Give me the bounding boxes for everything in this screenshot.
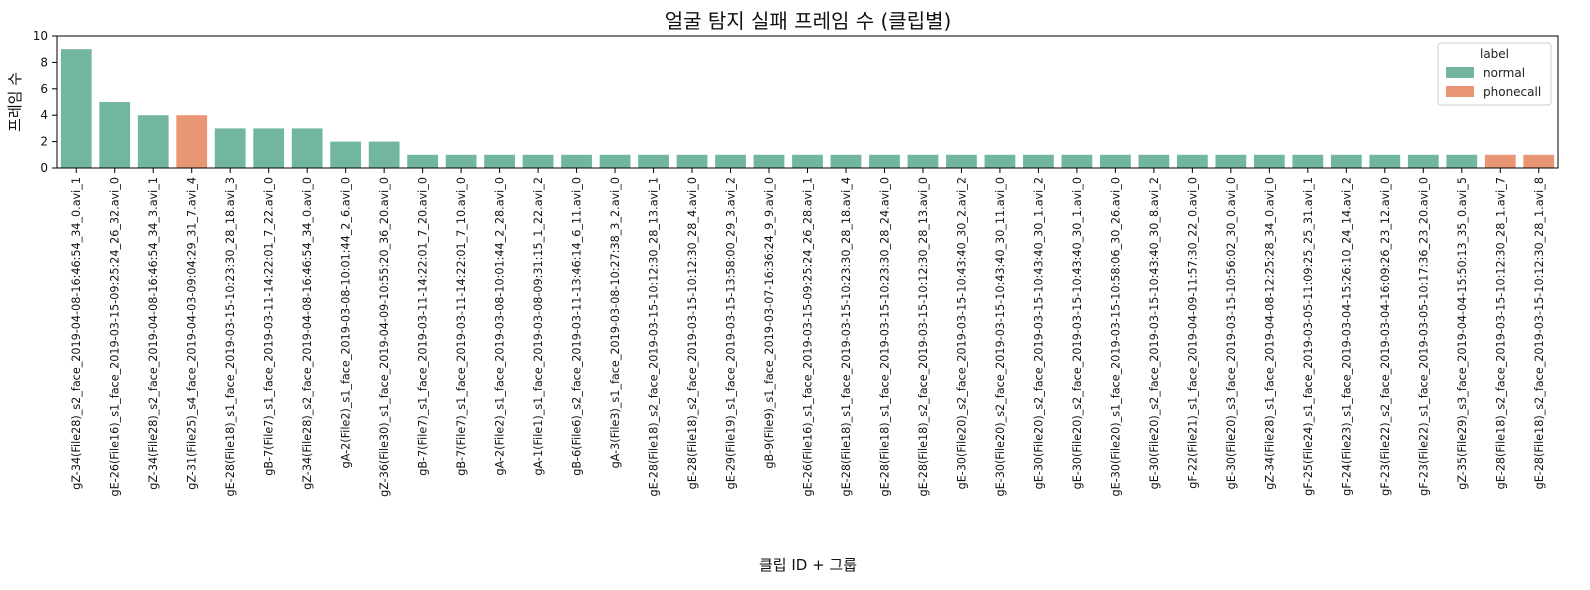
bar (753, 154, 785, 168)
x-tick-label: gZ-36(File30)_s1_face_2019-04-09-10:55:2… (378, 177, 391, 497)
bar (368, 141, 400, 168)
bar (445, 154, 477, 168)
bar (253, 128, 285, 168)
bar (330, 141, 362, 168)
x-tick-label: gE-30(File20)_s2_face_2019-03-15-10:43:4… (1071, 177, 1084, 489)
bar (1330, 154, 1362, 168)
bar (1446, 154, 1478, 168)
bar (522, 154, 554, 168)
x-tick-label: gF-24(File23)_s1_face_2019-03-04-15:26:1… (1340, 177, 1353, 496)
bar (599, 154, 631, 168)
bar (830, 154, 862, 168)
x-tick-label: gA-3(File3)_s1_face_2019-03-08-10:27:38_… (609, 177, 622, 468)
bar (984, 154, 1016, 168)
x-tick-label: gE-28(File18)_s1_face_2019-03-15-10:23:3… (878, 177, 891, 497)
bar (561, 154, 592, 168)
x-tick-label: gZ-34(File28)_s2_face_2019-04-08-16:46:5… (301, 177, 314, 490)
x-tick-label: gE-28(File18)_s2_face_2019-03-15-10:12:3… (1494, 177, 1507, 489)
x-tick-label: gE-29(File19)_s1_face_2019-03-15-13:58:0… (725, 177, 738, 489)
x-tick-label: gZ-35(File29)_s3_face_2019-04-04-15:50:1… (1456, 177, 1469, 490)
x-tick-label: gE-30(File20)_s3_face_2019-03-15-10:56:0… (1225, 177, 1238, 489)
bars-group (60, 49, 1555, 169)
x-axis: gZ-34(File28)_s2_face_2019-04-08-16:46:5… (70, 168, 1546, 497)
x-tick-label: gB-9(File9)_s1_face_2019-03-07-16:36:24_… (763, 177, 776, 469)
plot-frame (56, 35, 1559, 169)
bar (1253, 154, 1285, 168)
x-tick-label: gE-26(File16)_s1_face_2019-03-15-09:25:2… (109, 177, 122, 497)
x-tick-label: gF-22(File21)_s1_face_2019-04-09-11:57:3… (1186, 177, 1199, 489)
x-tick-label: gE-30(File20)_s2_face_2019-03-15-10:43:4… (994, 177, 1007, 497)
x-tick-label: gZ-34(File28)_s1_face_2019-04-08-12:25:2… (1263, 177, 1276, 490)
x-tick-label: gE-30(File20)_s2_face_2019-03-15-10:43:4… (1032, 177, 1045, 489)
bar (407, 154, 439, 168)
bar (1369, 154, 1401, 168)
y-axis: 0 2 4 6 8 10 (33, 29, 57, 175)
bar (869, 154, 900, 168)
y-axis-label: 프레임 수 (6, 72, 24, 132)
bar (1176, 154, 1208, 168)
x-tick-label: gB-7(File7)_s1_face_2019-03-11-14:22:01_… (263, 177, 276, 476)
bar (1215, 154, 1247, 168)
bar (638, 154, 669, 168)
bar (1407, 154, 1439, 168)
x-tick-label: gE-26(File16)_s1_face_2019-03-15-09:25:2… (802, 177, 815, 497)
bar (1484, 154, 1516, 168)
y-tick-label: 0 (40, 161, 48, 175)
y-tick-label: 10 (33, 29, 48, 43)
x-tick-label: gZ-34(File28)_s2_face_2019-04-08-16:46:5… (70, 177, 83, 490)
legend: label normal phonecall (1437, 42, 1552, 106)
bar (715, 154, 746, 168)
bar (60, 49, 92, 169)
x-tick-label: gZ-34(File28)_s2_face_2019-04-08-16:46:5… (147, 177, 160, 490)
x-tick-label: gE-28(File18)_s1_face_2019-03-15-10:23:3… (840, 177, 853, 497)
x-tick-label: gA-2(File2)_s1_face_2019-03-08-10:01:44_… (494, 177, 507, 475)
legend-title: label (1480, 47, 1509, 61)
x-tick-label: gE-30(File20)_s2_face_2019-03-15-10:43:4… (955, 177, 968, 489)
x-tick-label: gZ-31(File25)_s4_face_2019-04-03-09:04:2… (186, 177, 199, 490)
bar (214, 128, 246, 168)
bar (1523, 154, 1555, 168)
x-tick-label: gE-28(File18)_s1_face_2019-03-15-10:23:3… (224, 177, 237, 497)
y-tick-label: 8 (40, 55, 48, 69)
bar (676, 154, 708, 168)
bar (99, 102, 131, 168)
legend-label-phonecall: phonecall (1483, 85, 1541, 99)
bar (946, 154, 977, 168)
bar (176, 115, 208, 168)
legend-label-normal: normal (1483, 66, 1525, 80)
x-tick-label: gF-25(File24)_s1_face_2019-03-05-11:09:2… (1302, 177, 1315, 496)
x-tick-label: gE-30(File20)_s1_face_2019-03-15-10:58:0… (1109, 177, 1122, 497)
x-tick-label: gB-6(File6)_s2_face_2019-03-11-13:46:14_… (571, 177, 584, 476)
x-tick-label: gE-28(File18)_s2_face_2019-03-15-10:12:3… (1533, 177, 1546, 489)
bar (1061, 154, 1093, 168)
chart-title: 얼굴 탐지 실패 프레임 수 (클립별) (665, 9, 952, 33)
bar (484, 154, 515, 168)
bar (792, 154, 823, 168)
y-tick-label: 6 (40, 82, 48, 96)
bar (291, 128, 323, 168)
x-axis-label: 클립 ID + 그룹 (759, 556, 857, 574)
x-tick-label: gE-28(File18)_s2_face_2019-03-15-10:12:3… (686, 177, 699, 489)
bar (137, 115, 169, 168)
x-tick-label: gB-7(File7)_s1_face_2019-03-11-14:22:01_… (417, 177, 430, 476)
y-tick-label: 4 (40, 108, 48, 122)
bar (1100, 154, 1131, 168)
x-tick-label: gF-23(File22)_s2_face_2019-03-04-16:09:2… (1379, 177, 1392, 496)
x-tick-label: gF-23(File22)_s1_face_2019-03-05-10:17:3… (1417, 177, 1430, 496)
y-tick-label: 2 (40, 135, 48, 149)
x-tick-label: gA-2(File2)_s1_face_2019-03-08-10:01:44_… (340, 177, 353, 468)
bar (907, 154, 939, 168)
x-tick-label: gE-28(File18)_s2_face_2019-03-15-10:12:3… (648, 177, 661, 497)
bar (1023, 154, 1054, 168)
legend-swatch-phonecall (1446, 86, 1474, 97)
x-tick-label: gB-7(File7)_s1_face_2019-03-11-14:22:01_… (455, 177, 468, 476)
bar (1292, 154, 1324, 168)
bar (1138, 154, 1170, 168)
x-tick-label: gA-1(File1)_s1_face_2019-03-08-09:31:15_… (532, 177, 545, 475)
x-tick-label: gE-30(File20)_s2_face_2019-03-15-10:43:4… (1148, 177, 1161, 489)
x-tick-label: gE-28(File18)_s2_face_2019-03-15-10:12:3… (917, 177, 930, 497)
legend-swatch-normal (1446, 67, 1474, 78)
